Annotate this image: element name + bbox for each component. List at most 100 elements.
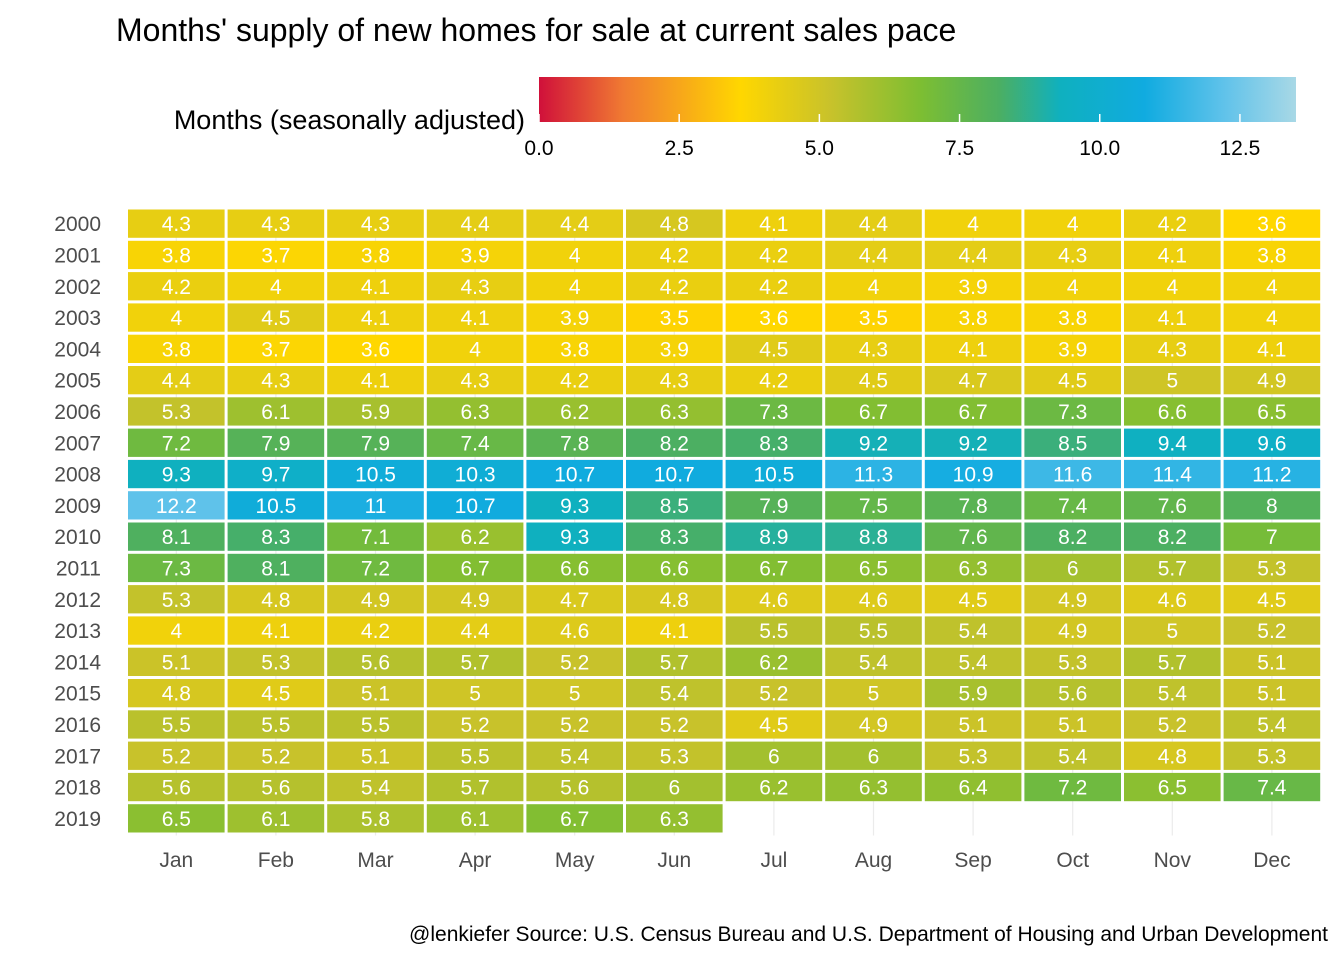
heatmap-cell [426,616,524,645]
cell-label: 6.3 [460,401,489,424]
heatmap-cell [725,428,823,457]
cell-label: 5.2 [759,683,788,706]
heatmap-cell [825,491,922,520]
heatmap-cell [1223,772,1321,802]
cell-label: 5.1 [1257,683,1286,706]
heatmap-cell [526,585,623,614]
cell-label: 4.9 [859,714,888,737]
cell-label: 5.1 [361,683,390,706]
heatmap-cell [526,772,623,802]
cell-label: 4.4 [460,213,490,236]
cell-label: 4.3 [162,213,191,236]
cell-label: 4.5 [261,683,290,706]
cell-label: 4.5 [1058,370,1087,393]
cell-label: 4.3 [660,370,689,393]
cell-label: 5.2 [1257,620,1286,643]
cell-label: 6 [1067,557,1079,580]
heatmap-cell [227,772,325,802]
heatmap-cell [426,334,524,363]
heatmap-cell [1223,240,1321,270]
heatmap-cell [626,334,723,363]
heatmap-cell [1124,303,1221,332]
heatmap-cell [1024,240,1121,270]
heatmap-cell [725,491,823,520]
heatmap-cell [128,585,225,614]
cell-label: 3.8 [1058,307,1087,330]
cell-label: 4.8 [162,683,191,706]
cell-label: 3.7 [261,338,290,361]
heatmap-cell [825,366,922,395]
cell-label: 5.7 [1158,651,1187,674]
cell-label: 3.6 [1257,213,1286,236]
cell-label: 10.9 [953,464,994,487]
heatmap-cell [128,459,225,489]
heatmap-cell [1124,647,1221,676]
cell-label: 4.5 [859,370,888,393]
cell-label: 9.6 [1257,432,1286,455]
heatmap-cell [924,741,1022,770]
cell-label: 4.5 [759,338,788,361]
heatmap-cell [626,397,723,426]
heatmap-cell [626,272,723,301]
heatmap-cell [227,491,325,520]
heatmap-cell [825,616,922,645]
heatmap-cell [626,303,723,332]
cell-label: 5.5 [361,714,390,737]
cell-label: 5.7 [1158,557,1187,580]
cell-label: 6.6 [660,557,689,580]
heatmap-cell [924,334,1022,363]
cell-label: 11.4 [1153,464,1193,487]
legend: Months (seasonally adjusted) 0.0 2.5 5.0 7.… [174,77,1296,160]
heatmap-cell [227,366,325,395]
cell-label: 7 [1266,526,1278,549]
cell-label: 5.9 [958,683,987,706]
heatmap-cell [626,772,723,802]
cell-label: 4 [1166,276,1178,299]
cell-label: 5.1 [958,714,987,737]
cell-label: 5.4 [1158,683,1188,706]
cell-label: 4.2 [560,370,589,393]
cell-label: 5.2 [560,651,589,674]
cell-label: 7.3 [759,401,788,424]
heatmap-cell [128,428,225,457]
heatmap-cell [1124,240,1221,270]
cell-label: 4 [1067,213,1079,236]
heatmap-cell [526,710,623,739]
cell-label: 7.2 [1058,777,1087,800]
cell-label: 4.1 [660,620,689,643]
cell-label: 8.1 [162,526,191,549]
cell-label: 4.4 [958,244,988,267]
cell-label: 5.4 [958,620,988,643]
heatmap-cell [526,553,623,583]
heatmap-cell [626,741,723,770]
heatmap-cell [924,679,1022,708]
heatmap-cell [426,303,524,332]
cell-label: 7.2 [162,432,191,455]
cell-label: 6.5 [162,808,191,831]
cell-label: 6.7 [560,808,589,831]
heatmap-cell [327,647,424,676]
cell-label: 10.7 [455,495,496,518]
cell-label: 8.3 [759,432,788,455]
cell-label: 5.3 [1257,745,1286,768]
cell-label: 3.8 [1257,244,1286,267]
x-axis-label: Nov [1154,849,1192,872]
cell-label: 4.8 [261,589,290,612]
heatmap-cell [626,553,723,583]
heatmap-cell [924,303,1022,332]
cell-label: 5.6 [361,651,390,674]
heatmap-cell [1024,272,1121,301]
cell-label: 5.3 [1058,651,1087,674]
legend-tick-label: 2.5 [665,137,694,160]
x-axis-label: Apr [459,849,492,872]
heatmap-cell [227,741,325,770]
heatmap-cell [327,741,424,770]
cell-label: 4.6 [859,589,888,612]
cell-label: 4.2 [1158,213,1187,236]
heatmap-cell [924,240,1022,270]
heatmap-cell [1223,491,1321,520]
cell-label: 5.1 [361,745,390,768]
heatmap-cell [327,303,424,332]
heatmap-cell [327,772,424,802]
heatmap-cell [227,303,325,332]
